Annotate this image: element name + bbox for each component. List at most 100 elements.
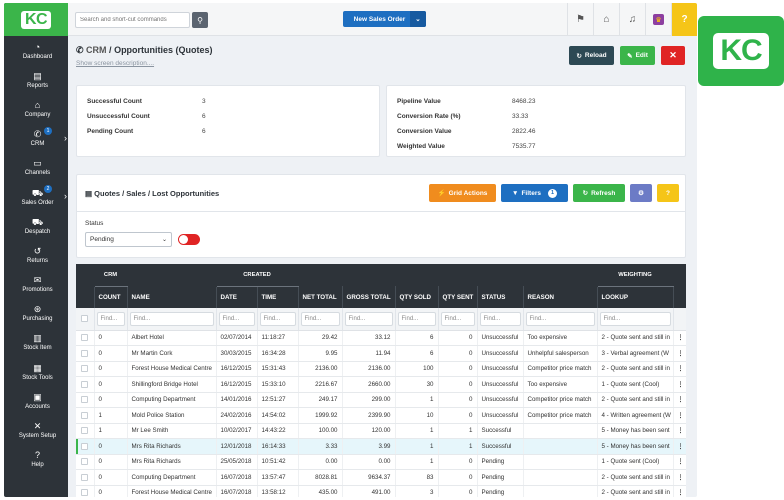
sidebar-item-crm[interactable]: ✆ CRM 1 › xyxy=(4,124,68,153)
row-checkbox-cell xyxy=(76,361,95,377)
chevron-right-icon[interactable]: › xyxy=(64,190,67,201)
filter-input-name[interactable]: Find... xyxy=(129,311,214,326)
sidebar-item-despatch[interactable]: ⛟ Despatch xyxy=(4,211,68,240)
column-header-name[interactable]: NAME xyxy=(127,286,217,308)
sidebar-item-returns[interactable]: ↺ Returns xyxy=(4,240,68,269)
row-checkbox[interactable] xyxy=(81,396,89,404)
sidebar-item-stock-item[interactable]: ▥ Stock Item xyxy=(4,328,68,357)
apps-button[interactable]: ♛ xyxy=(645,3,671,36)
header-help-button[interactable]: ? xyxy=(671,3,697,36)
column-header-qty-sent[interactable]: QTY SENT xyxy=(438,286,478,308)
logo[interactable]: KC xyxy=(4,3,68,36)
status-select[interactable]: Pending ⌄ xyxy=(85,232,172,247)
row-checkbox-cell xyxy=(76,423,95,439)
filter-input-net-total[interactable]: Find... xyxy=(300,311,340,326)
row-checkbox[interactable] xyxy=(81,365,89,373)
sidebar-item-stock-tools[interactable]: ▦ Stock Tools xyxy=(4,357,68,386)
row-checkbox[interactable] xyxy=(81,489,89,497)
row-menu-icon[interactable]: ⋮ xyxy=(673,454,686,470)
bank-button[interactable]: ⌂ xyxy=(593,3,619,36)
sidebar-item-channels[interactable]: ▭ Channels xyxy=(4,153,68,182)
edit-button[interactable]: ✎ Edit xyxy=(620,46,655,65)
breadcrumb-crm[interactable]: CRM xyxy=(86,45,107,55)
row-checkbox[interactable] xyxy=(81,380,89,388)
reload-button[interactable]: ↻ Reload xyxy=(569,46,614,65)
table-row[interactable]: 0 Mrs Rita Richards 25/05/2018 10:51:42 0.00… xyxy=(76,454,686,470)
row-checkbox[interactable] xyxy=(81,458,89,466)
sidebar-item-sales-order[interactable]: ⛟ Sales Order 2 › xyxy=(4,182,68,211)
row-menu-icon[interactable]: ⋮ xyxy=(673,423,686,439)
show-description-link[interactable]: Show screen description.... xyxy=(76,60,155,67)
column-header-gross-total[interactable]: GROSS TOTAL xyxy=(342,286,396,308)
sidebar-item-promotions[interactable]: ✉ Promotions xyxy=(4,270,68,299)
chevron-down-icon[interactable]: ⌄ xyxy=(410,11,426,27)
sidebar-item-reports[interactable]: ▤ Reports xyxy=(4,65,68,94)
grid-help-button[interactable]: ? xyxy=(657,184,679,202)
row-menu-icon[interactable]: ⋮ xyxy=(673,407,686,424)
filters-button[interactable]: ▼ Filters 1 xyxy=(501,184,568,202)
chevron-right-icon[interactable]: › xyxy=(64,132,67,143)
group-weighting: WEIGHTING xyxy=(597,264,674,287)
row-checkbox[interactable] xyxy=(81,411,89,419)
column-header-count[interactable]: COUNT xyxy=(94,286,128,308)
sidebar-item-company[interactable]: ⌂ Company xyxy=(4,94,68,123)
grid-actions-button[interactable]: ⚡ Grid Actions xyxy=(429,184,496,202)
row-menu-icon[interactable]: ⋮ xyxy=(673,376,686,393)
column-header-reason[interactable]: REASON xyxy=(523,286,598,308)
table-row[interactable]: 0 Albert Hotel 02/07/2014 11:18:27 29.42 33.1… xyxy=(76,330,686,346)
table-row[interactable]: 0 Forest House Medical Centre 16/07/2018 13… xyxy=(76,485,686,497)
grid-settings-button[interactable]: ⚙ xyxy=(630,184,652,202)
select-all-checkbox[interactable] xyxy=(81,315,89,323)
table-row[interactable]: 0 Forest House Medical Centre 16/12/2015 15… xyxy=(76,361,686,377)
column-header-status[interactable]: STATUS xyxy=(477,286,524,308)
sidebar-item-dashboard[interactable]: ◔ Dashboard xyxy=(4,36,68,65)
top-bar: ⚲ New Sales Order ⌄ ⚑ ⌂ ♫ ♛ ? xyxy=(68,3,697,36)
row-checkbox[interactable] xyxy=(81,473,89,481)
search-input[interactable] xyxy=(75,12,190,28)
row-checkbox[interactable] xyxy=(81,349,89,357)
notifications-button[interactable]: ♫ xyxy=(619,3,645,36)
row-menu-icon[interactable]: ⋮ xyxy=(673,485,686,497)
row-menu-icon[interactable]: ⋮ xyxy=(673,438,686,455)
flag-button[interactable]: ⚑ xyxy=(567,3,593,36)
table-row[interactable]: 0 Mrs Rita Richards 12/01/2018 16:14:33 3.33… xyxy=(76,438,686,455)
status-toggle[interactable] xyxy=(178,234,200,245)
column-header-date[interactable]: DATE xyxy=(216,286,258,308)
sidebar-item-accounts[interactable]: ▣ Accounts xyxy=(4,386,68,415)
row-checkbox[interactable] xyxy=(81,442,89,450)
row-menu-icon[interactable]: ⋮ xyxy=(673,469,686,486)
filter-input-reason[interactable]: Find... xyxy=(525,311,595,326)
column-header-lookup[interactable]: LOOKUP xyxy=(597,286,674,308)
refresh-button[interactable]: ↻ Refresh xyxy=(573,184,625,202)
row-menu-icon[interactable]: ⋮ xyxy=(673,330,686,346)
filter-input-time[interactable]: Find... xyxy=(259,311,296,326)
filter-input-count[interactable]: Find... xyxy=(96,311,125,326)
filter-cell: Find... xyxy=(127,308,217,331)
new-sales-order-button[interactable]: New Sales Order ⌄ xyxy=(343,11,426,27)
filter-input-status[interactable]: Find... xyxy=(479,311,521,326)
column-header-net-total[interactable]: NET TOTAL xyxy=(298,286,343,308)
table-row[interactable]: 1 Mold Police Station 24/02/2016 14:54:02 19… xyxy=(76,407,686,424)
filter-input-qty-sold[interactable]: Find... xyxy=(397,311,436,326)
filter-input-qty-sent[interactable]: Find... xyxy=(440,311,475,326)
close-button[interactable]: ✕ xyxy=(661,46,685,65)
sidebar-item-help[interactable]: ? Help xyxy=(4,445,68,474)
table-row[interactable]: 0 Computing Department 16/07/2018 13:57:47 8… xyxy=(76,469,686,486)
row-menu-icon[interactable]: ⋮ xyxy=(673,392,686,408)
filter-input-lookup[interactable]: Find... xyxy=(599,311,671,326)
table-row[interactable]: 0 Computing Department 14/01/2016 12:51:27 2… xyxy=(76,392,686,408)
row-checkbox[interactable] xyxy=(81,427,89,435)
column-header-time[interactable]: TIME xyxy=(257,286,299,308)
row-checkbox[interactable] xyxy=(81,334,89,342)
row-menu-icon[interactable]: ⋮ xyxy=(673,361,686,377)
search-button[interactable]: ⚲ xyxy=(192,12,208,28)
row-menu-icon[interactable]: ⋮ xyxy=(673,345,686,362)
filter-input-gross-total[interactable]: Find... xyxy=(344,311,393,326)
table-row[interactable]: 0 Mr Martin Cork 30/03/2015 16:34:28 9.95 11.… xyxy=(76,345,686,362)
column-header-qty-sold[interactable]: QTY SOLD xyxy=(395,286,439,308)
table-row[interactable]: 0 Shillingford Bridge Hotel 16/12/2015 15:3… xyxy=(76,376,686,393)
filter-input-date[interactable]: Find... xyxy=(218,311,255,326)
sidebar-item-system-setup[interactable]: ✕ System Setup xyxy=(4,415,68,444)
sidebar-item-purchasing[interactable]: ⊛ Purchasing xyxy=(4,299,68,328)
table-row[interactable]: 1 Mr Lee Smith 10/02/2017 14:43:22 100.00 120… xyxy=(76,423,686,439)
